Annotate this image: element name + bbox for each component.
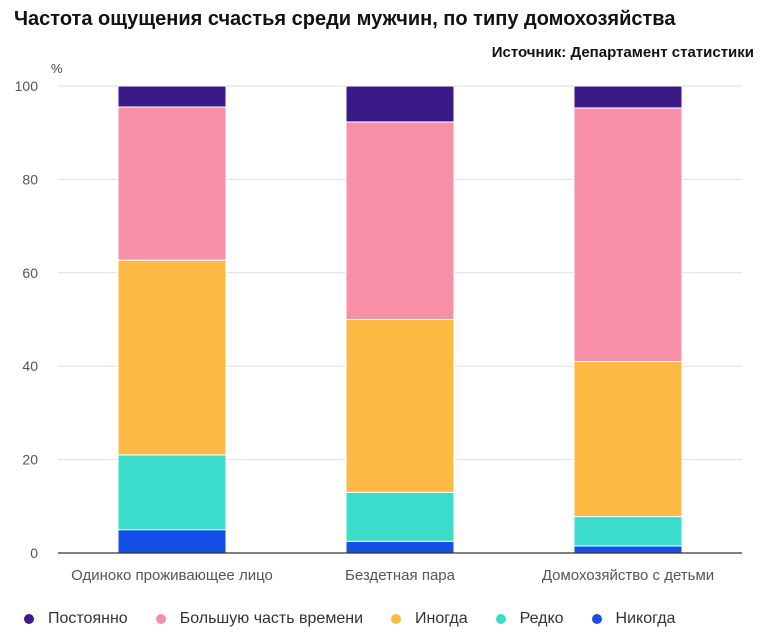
legend-item: Иногда — [391, 610, 468, 628]
bar-segment — [345, 121, 455, 320]
legend-swatch — [24, 614, 34, 624]
bar-segment — [117, 259, 227, 456]
legend-item: Большую часть времени — [155, 610, 363, 628]
x-category-label: Домохозяйство с детьми — [542, 567, 714, 584]
legend-label: Никогда — [615, 610, 676, 627]
bar-segment — [117, 454, 227, 531]
legend-item: Никогда — [591, 610, 676, 628]
source-note: Источник: Департамент статистики — [491, 44, 754, 61]
y-axis-unit: % — [51, 61, 63, 76]
x-category-label: Бездетная пара — [345, 567, 456, 584]
x-category-label: Одиноко проживающее лицо — [71, 567, 273, 584]
bar-segment — [573, 516, 683, 547]
bar-segment — [117, 106, 227, 261]
legend-label: Постоянно — [48, 610, 128, 627]
legend-label: Большую часть времени — [179, 610, 363, 627]
legend: Постоянно Большую часть времени Иногда Редк… — [24, 610, 703, 628]
y-tick-label: 0 — [30, 545, 38, 561]
bar-segment — [345, 85, 455, 123]
legend-swatch — [391, 614, 401, 624]
legend-label: Иногда — [415, 610, 468, 627]
legend-swatch — [591, 614, 602, 624]
y-tick-label: 60 — [22, 265, 38, 281]
y-tick-label: 100 — [15, 78, 39, 94]
legend-swatch — [495, 614, 506, 624]
bar-segment — [573, 85, 683, 109]
bar-segment — [117, 85, 227, 108]
legend-item: Постоянно — [24, 610, 128, 628]
y-tick-label: 40 — [22, 358, 38, 374]
legend-label: Редко — [519, 610, 564, 627]
bar-segment — [573, 107, 683, 363]
bar-segment — [345, 491, 455, 542]
legend-swatch — [155, 614, 166, 624]
legend-item: Редко — [495, 610, 564, 628]
chart-title: Частота ощущения счастья среди мужчин, п… — [14, 8, 676, 30]
bar-segment — [345, 319, 455, 493]
y-tick-label: 20 — [22, 452, 38, 468]
bar-segment — [345, 540, 455, 554]
bar-segment — [573, 545, 683, 554]
y-tick-label: 80 — [22, 171, 38, 187]
bar-segment — [117, 529, 227, 554]
bar-segment — [573, 361, 683, 518]
